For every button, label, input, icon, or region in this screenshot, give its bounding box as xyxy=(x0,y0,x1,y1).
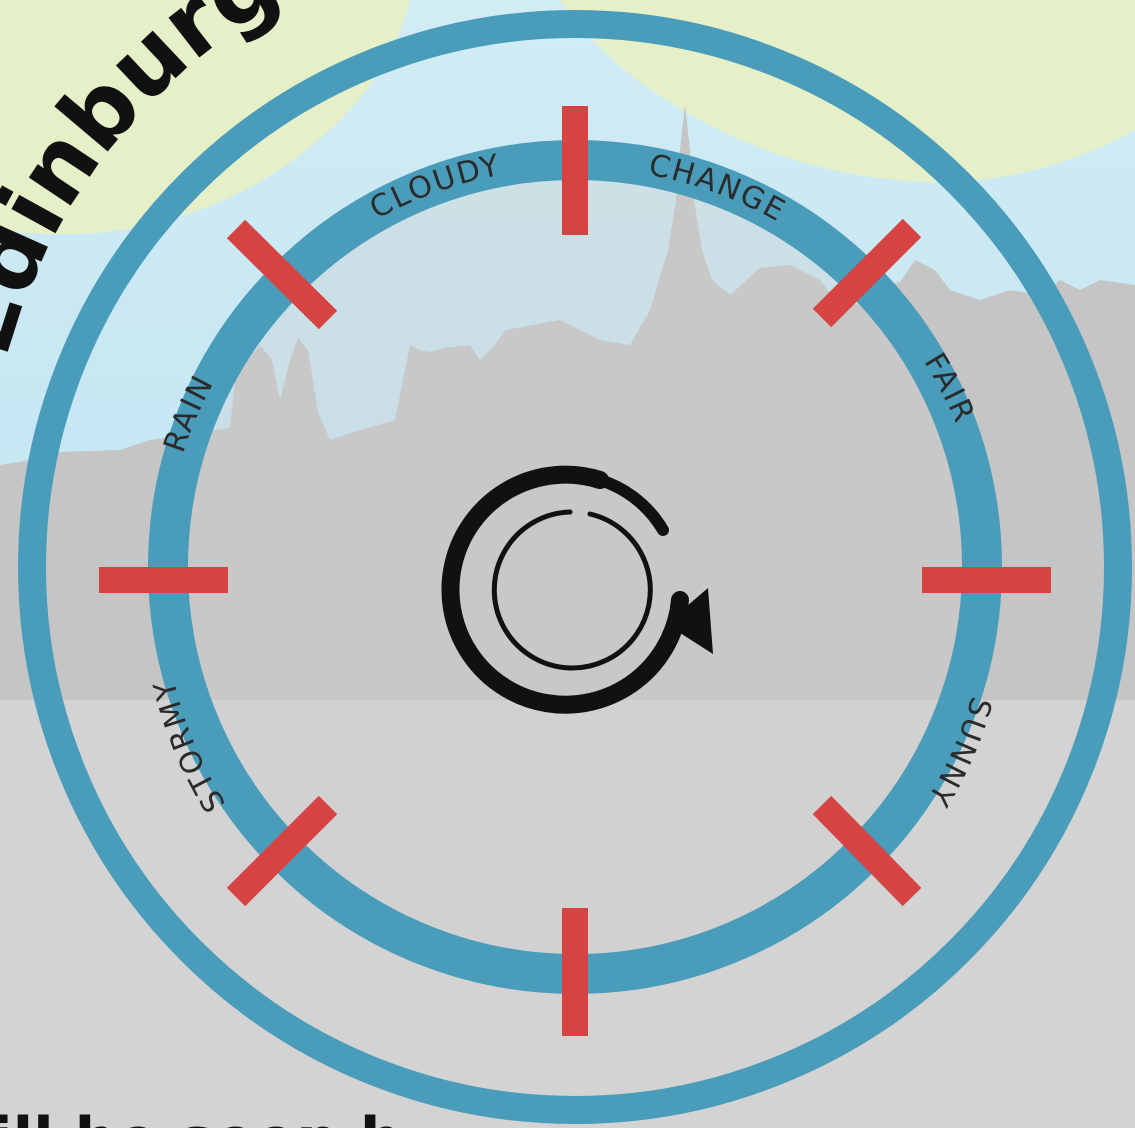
inner-dial-face xyxy=(168,160,982,974)
tick-south-east xyxy=(812,795,922,907)
tick-north-east xyxy=(812,218,922,328)
rotate-arrow-icon xyxy=(441,465,713,714)
tick-north-west xyxy=(226,219,338,330)
tick-marks xyxy=(99,106,1051,1036)
footer-text: ill be seen b xyxy=(0,1105,403,1128)
outer-ring xyxy=(18,10,1132,1124)
tick-south-west xyxy=(226,795,338,907)
hill-top-left xyxy=(0,0,410,235)
